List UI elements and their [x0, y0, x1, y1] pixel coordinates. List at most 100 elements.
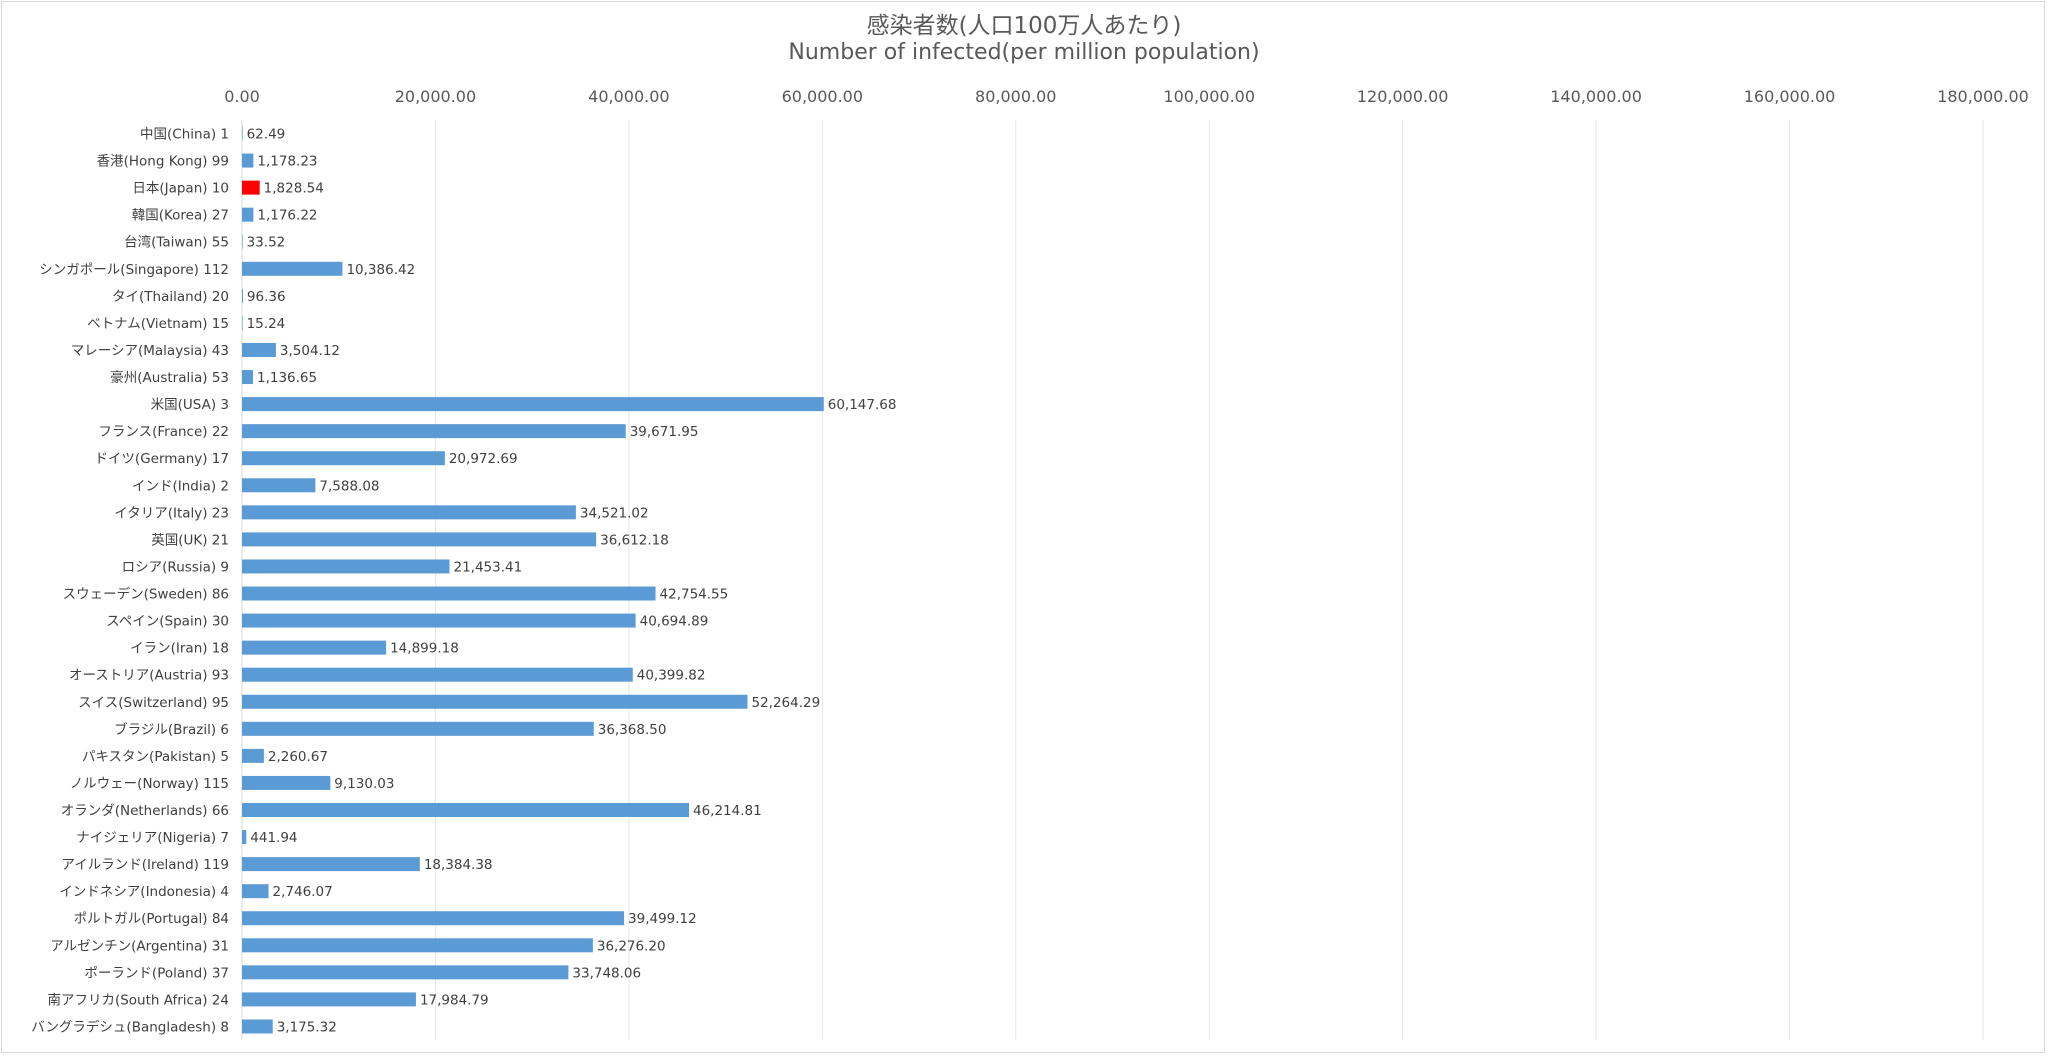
data-label: 33.52 [247, 235, 286, 251]
bar [242, 748, 264, 763]
x-tick-label: 80,000.00 [975, 87, 1056, 106]
bar [242, 126, 243, 141]
category-label: パキスタン(Pakistan) 5 [82, 749, 229, 765]
category-label: イタリア(Italy) 23 [114, 505, 229, 521]
category-label: インドネシア(Indonesia) 4 [59, 884, 229, 900]
data-label: 39,499.12 [628, 911, 697, 927]
bar [242, 884, 269, 899]
x-tick-label: 20,000.00 [395, 87, 476, 106]
category-label: イラン(Iran) 18 [130, 641, 229, 657]
x-tick-label: 120,000.00 [1357, 87, 1449, 106]
bar [242, 397, 824, 412]
bar [242, 586, 656, 601]
bar [242, 640, 387, 655]
data-label: 40,399.82 [637, 668, 706, 684]
bar [242, 370, 253, 385]
category-label: 香港(Hong Kong) 99 [97, 154, 229, 170]
bar [242, 478, 316, 493]
x-tick-label: 180,000.00 [1937, 87, 2029, 106]
data-label: 441.94 [250, 830, 297, 846]
category-label: スイス(Switzerland) 95 [78, 695, 229, 711]
data-label: 36,276.20 [597, 938, 666, 954]
bar [242, 1019, 273, 1034]
x-tick-label: 0.00 [224, 87, 260, 106]
category-label: 豪州(Australia) 53 [110, 370, 229, 386]
category-label: スウェーデン(Sweden) 86 [63, 586, 229, 603]
data-label: 36,612.18 [600, 532, 669, 548]
data-label: 96.36 [247, 289, 286, 305]
data-label: 18,384.38 [424, 857, 493, 873]
bar [242, 234, 243, 249]
bar [242, 451, 445, 466]
x-tick-label: 100,000.00 [1163, 87, 1255, 106]
category-label: 英国(UK) 21 [151, 531, 229, 548]
category-label: シンガポール(Singapore) 112 [39, 262, 229, 278]
bar [242, 613, 636, 628]
bar [242, 965, 569, 980]
category-label: 南アフリカ(South Africa) 24 [47, 992, 229, 1008]
bar [242, 153, 254, 168]
bar [242, 803, 689, 817]
chart-subtitle: Number of infected(per million populatio… [788, 40, 1260, 65]
category-label: 米国(USA) 3 [151, 397, 229, 413]
category-label: ドイツ(Germany) 17 [94, 451, 229, 467]
data-label: 39,671.95 [630, 424, 699, 440]
data-label: 1,176.22 [257, 208, 317, 224]
bar [242, 938, 593, 953]
bar [242, 830, 247, 845]
category-label: 中国(China) 1 [140, 127, 229, 143]
category-label: アイルランド(Ireland) 119 [61, 857, 229, 873]
data-label: 3,175.32 [277, 1019, 337, 1035]
bar [242, 315, 243, 330]
x-tick-label: 60,000.00 [782, 87, 863, 106]
data-label: 1,178.23 [257, 154, 317, 170]
bar [242, 911, 625, 926]
data-label: 20,972.69 [449, 451, 518, 467]
data-label: 46,214.81 [693, 803, 762, 819]
bar [242, 180, 260, 195]
bar [242, 261, 343, 276]
category-label: ナイジェリア(Nigeria) 7 [76, 830, 229, 846]
data-label: 3,504.12 [280, 343, 340, 359]
category-label: ノルウェー(Norway) 115 [70, 776, 229, 792]
data-label: 2,746.07 [273, 884, 333, 900]
x-tick-label: 40,000.00 [588, 87, 669, 106]
category-label: オーストリア(Austria) 93 [69, 668, 229, 684]
data-label: 7,588.08 [319, 478, 379, 494]
category-label: ロシア(Russia) 9 [122, 559, 229, 575]
bar [242, 857, 420, 872]
bar [242, 721, 594, 736]
data-label: 17,984.79 [420, 992, 489, 1008]
bar [242, 532, 597, 547]
bar [242, 992, 416, 1007]
x-tick-label: 160,000.00 [1744, 87, 1836, 106]
data-label: 33,748.06 [572, 965, 641, 981]
category-label: ベトナム(Vietnam) 15 [87, 316, 229, 332]
category-label: 韓国(Korea) 27 [132, 208, 229, 224]
data-label: 1,828.54 [264, 181, 324, 197]
category-label: スペイン(Spain) 30 [106, 614, 229, 630]
data-label: 21,453.41 [454, 559, 523, 575]
data-label: 60,147.68 [828, 397, 897, 413]
data-label: 14,899.18 [390, 641, 459, 657]
data-label: 9,130.03 [334, 776, 394, 792]
category-label: フランス(France) 22 [98, 424, 229, 440]
bar [242, 667, 633, 682]
bar [242, 694, 748, 709]
category-label: 台湾(Taiwan) 55 [124, 234, 229, 251]
category-label: インド(India) 2 [132, 478, 229, 494]
category-label: アルゼンチン(Argentina) 31 [50, 938, 229, 954]
data-label: 40,694.89 [640, 614, 709, 630]
data-label: 2,260.67 [268, 749, 328, 765]
chart-title: 感染者数(人口100万人あたり) [866, 13, 1182, 39]
bar [242, 559, 450, 574]
data-label: 1,136.65 [257, 370, 317, 386]
category-label: ブラジル(Brazil) 6 [114, 721, 229, 738]
bar [242, 207, 254, 222]
data-label: 62.49 [247, 127, 286, 143]
bar [242, 775, 331, 790]
data-label: 15.24 [247, 316, 286, 332]
